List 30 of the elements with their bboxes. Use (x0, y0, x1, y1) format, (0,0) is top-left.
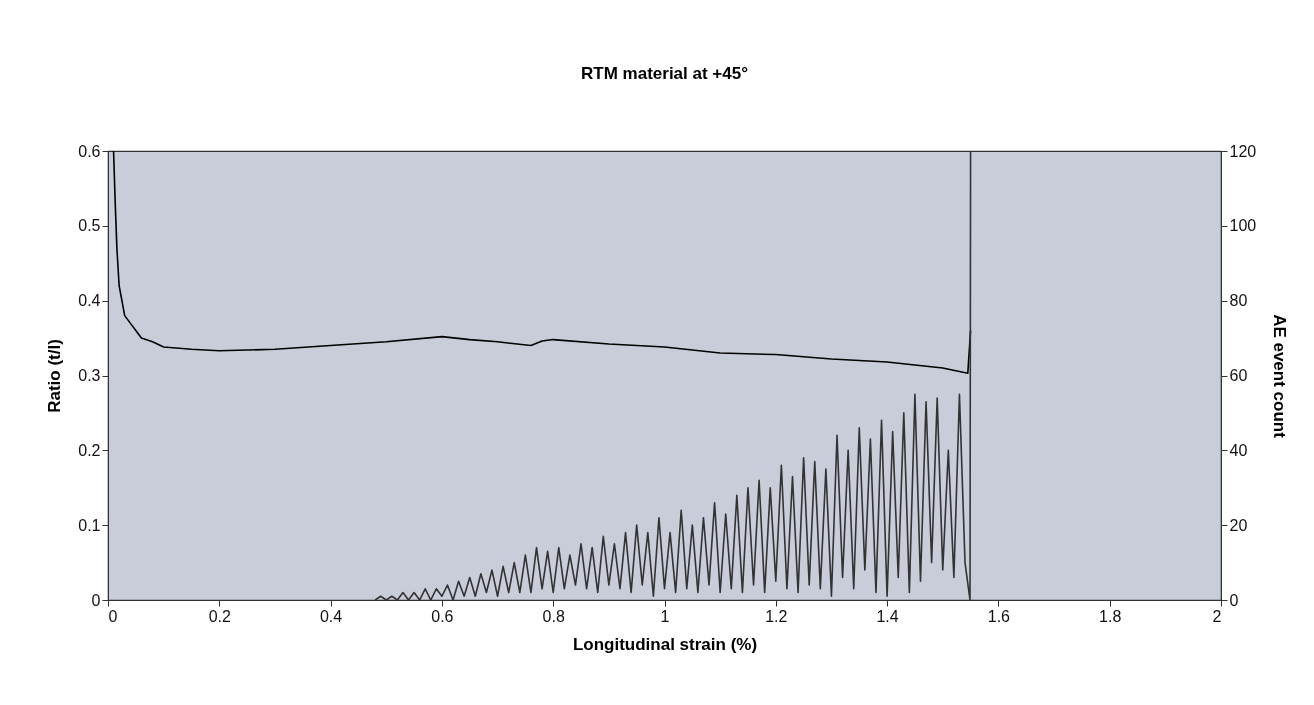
x-tick-label: 0.8 (542, 607, 565, 625)
y-tick-label: 0.5 (78, 217, 101, 235)
x-tick-label: 1.4 (876, 607, 899, 625)
y-tick-label: 0.6 (78, 142, 101, 160)
y2-tick-label: 100 (1229, 217, 1257, 235)
y2-tick-label: 120 (1229, 142, 1257, 160)
y2-tick-label: 20 (1229, 516, 1248, 534)
x-tick-label: 1.2 (765, 607, 788, 625)
x-tick-label: 1.8 (1099, 607, 1122, 625)
x-tick-label: 0.4 (319, 607, 343, 625)
chart-title: RTM material at +45° (581, 64, 749, 83)
y-tick-label: 0.3 (78, 367, 101, 384)
x-tick-label: 1.6 (987, 607, 1011, 625)
x-tick-label: 0 (108, 607, 118, 625)
line-series (112, 151, 972, 375)
y-axis-title: Ratio (t/l) (45, 339, 65, 413)
y2-tick-label: 80 (1229, 292, 1248, 310)
x-tick-label: 0.2 (208, 607, 232, 625)
y-tick-label: 0.4 (78, 292, 101, 310)
x-tick-label: 2 (1212, 607, 1222, 625)
y2-tick-label: 40 (1229, 441, 1248, 459)
y2-tick-label: 0 (1229, 591, 1239, 609)
x-tick-label: 1 (660, 607, 670, 625)
x-axis-title: Longitudinal strain (%) (572, 634, 758, 654)
y-tick-label: 0.2 (78, 441, 101, 459)
y2-axis-title: AE event count (1270, 314, 1290, 439)
y2-tick-label: 60 (1229, 367, 1248, 384)
y-tick-label: 0.1 (78, 516, 101, 534)
y-tick-label: 0 (91, 591, 101, 609)
x-tick-label: 0.6 (431, 607, 454, 625)
